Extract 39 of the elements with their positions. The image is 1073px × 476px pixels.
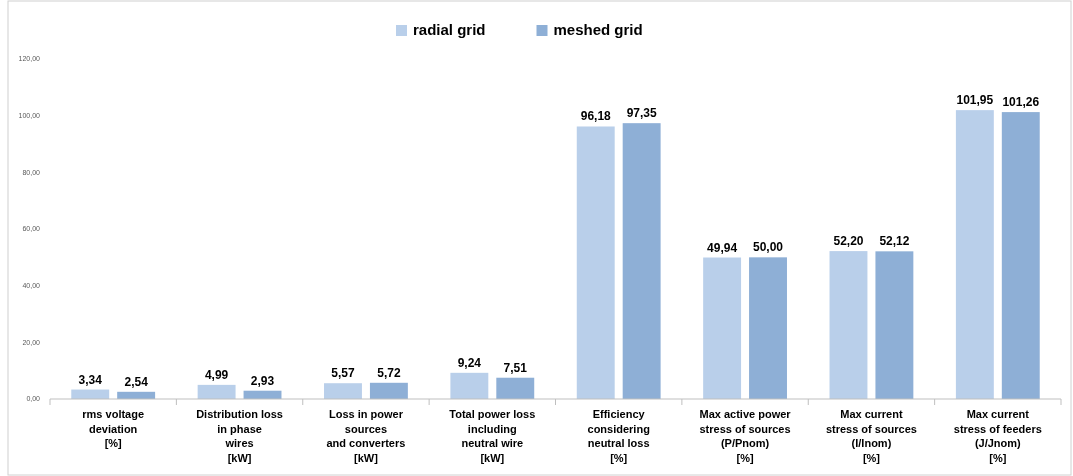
x-tick-label: Max current stress of sources (I/Inom) [%] [825,408,917,464]
bar [829,251,868,399]
data-label: 3,34 [78,372,103,387]
legend-label: radial grid [413,21,486,38]
x-tick-label: Max active power stress of sources (P/Pnom) [%] [699,408,792,464]
data-label: 5,72 [377,365,401,380]
data-label: 49,94 [707,240,738,255]
bar [622,123,661,399]
x-tick-label: Total power loss including neutral wire [kW] [449,408,536,464]
data-label: 52,20 [833,234,864,249]
x-tick-label: Efficiency considering neutral loss [%] [587,408,650,464]
x-tick-label: rms voltage deviation [%] [82,408,145,449]
bar [197,384,236,399]
bar [1001,112,1040,399]
data-label: 52,12 [879,234,910,249]
data-label: 101,26 [1002,95,1040,110]
bar [450,372,489,399]
data-label: 7,51 [503,360,528,375]
data-label: 101,95 [956,93,994,108]
x-tick-label: Distribution loss in phase wires [kW] [196,408,283,464]
x-tick-label: Loss in power sources and converters [kW] [326,408,406,464]
bar [576,126,615,399]
bar [369,382,408,399]
data-label: 97,35 [626,106,657,121]
data-label: 50,00 [753,240,784,255]
x-tick-label: Max current stress of feeders (J/Jnom) [%] [953,408,1042,464]
bar [703,257,742,399]
bar [749,257,787,399]
bar [496,377,535,399]
data-label: 4,99 [204,367,229,382]
bar [875,251,914,399]
bar [955,110,994,399]
data-label: 5,57 [331,366,355,381]
data-label: 96,18 [580,109,612,124]
legend-label: meshed grid [553,21,643,38]
bar [324,383,362,399]
data-label: 2,93 [250,373,275,388]
data-label: 2,54 [124,374,149,389]
data-label: 9,24 [457,355,482,370]
